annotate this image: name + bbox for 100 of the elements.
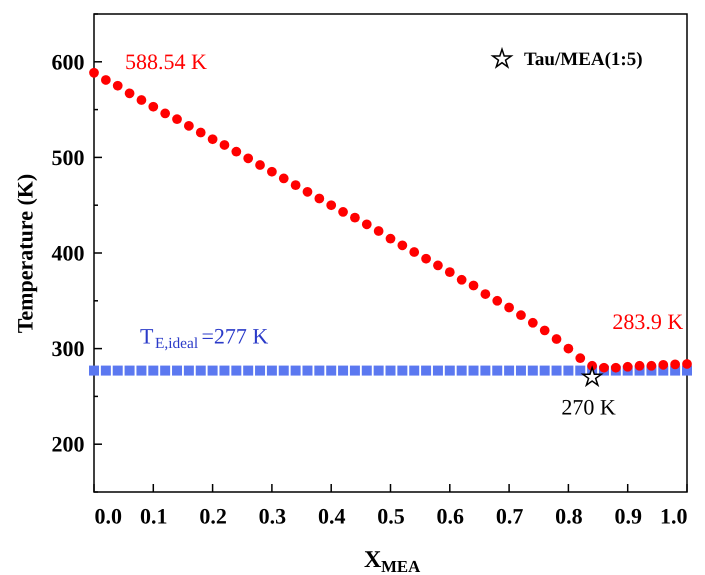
point <box>374 226 384 236</box>
point <box>575 353 586 364</box>
point <box>528 318 538 328</box>
point <box>112 80 123 91</box>
point <box>386 366 396 376</box>
point <box>682 359 692 369</box>
point <box>148 366 158 376</box>
x-tick-label: 0.0 <box>94 504 122 528</box>
point <box>290 180 300 190</box>
point <box>582 366 602 386</box>
point <box>552 334 562 344</box>
y-tick-label: 600 <box>52 49 84 74</box>
x-tick-label: 0.1 <box>140 504 168 528</box>
point <box>563 366 574 376</box>
point <box>397 366 408 376</box>
annotation: 588.54 K <box>125 48 207 74</box>
point <box>516 366 526 376</box>
point <box>468 366 479 376</box>
point <box>409 366 420 376</box>
point <box>172 366 182 376</box>
point <box>266 366 277 376</box>
point <box>516 310 526 320</box>
point <box>196 128 206 138</box>
point <box>421 366 432 376</box>
point <box>290 366 301 376</box>
point <box>492 366 502 376</box>
y-tick-label: 200 <box>52 432 84 457</box>
point <box>504 302 514 312</box>
point <box>350 366 360 376</box>
x-tick-label: 0.6 <box>436 504 464 528</box>
point <box>480 366 490 376</box>
point <box>219 366 230 376</box>
point <box>278 174 289 184</box>
y-tick-label: 400 <box>52 240 84 266</box>
point <box>196 366 206 376</box>
point <box>255 160 265 170</box>
annotation: 283.9 K <box>612 308 684 334</box>
point <box>160 366 170 376</box>
annotation: 270 K <box>561 394 616 420</box>
point <box>314 194 324 204</box>
point <box>89 366 99 376</box>
point <box>243 366 254 376</box>
point <box>172 114 182 124</box>
point <box>124 366 135 376</box>
point <box>397 240 408 250</box>
x-tick-label: 0.3 <box>258 504 286 528</box>
point <box>564 344 574 354</box>
point <box>599 362 609 373</box>
x-tick-label: 0.2 <box>199 504 227 528</box>
point <box>374 366 384 376</box>
point <box>480 289 490 299</box>
point <box>444 366 455 376</box>
x-tick-label: 0.7 <box>496 504 524 528</box>
point <box>634 360 644 371</box>
point <box>231 366 242 376</box>
x-tick-label: 0.9 <box>614 504 642 528</box>
point <box>504 366 514 376</box>
point <box>456 274 467 285</box>
point <box>386 234 396 244</box>
point <box>468 280 478 290</box>
x-tick-label: 1.0 <box>660 504 688 528</box>
point <box>670 360 680 370</box>
point <box>575 366 586 376</box>
point <box>220 140 230 150</box>
point <box>326 200 336 210</box>
point <box>278 366 289 376</box>
point <box>540 326 550 336</box>
point <box>208 366 218 376</box>
point <box>362 366 372 376</box>
point <box>421 254 431 264</box>
point <box>362 219 372 230</box>
point <box>338 207 348 217</box>
x-tick-label: 0.5 <box>377 504 405 528</box>
legend-label: Tau/MEA(1:5) <box>524 49 643 70</box>
point <box>184 366 194 376</box>
point <box>646 360 656 371</box>
point <box>100 75 111 85</box>
point <box>160 108 170 118</box>
point <box>540 366 550 376</box>
point <box>658 360 668 370</box>
point <box>100 366 111 376</box>
point <box>610 362 621 373</box>
point <box>326 366 336 376</box>
point <box>302 186 312 197</box>
point <box>338 366 348 376</box>
point <box>124 88 134 98</box>
x-tick-label: 0.4 <box>318 504 346 528</box>
y-tick-label: 300 <box>52 336 84 362</box>
point <box>456 366 467 376</box>
point <box>350 212 360 222</box>
point <box>255 366 266 376</box>
point <box>148 102 158 112</box>
x-tick-label: 0.8 <box>555 504 583 528</box>
point <box>622 362 633 372</box>
point <box>314 366 324 376</box>
y-tick-label: 500 <box>52 144 84 170</box>
point <box>433 260 443 270</box>
y-axis-title: Temperature (K) <box>12 174 38 334</box>
point <box>552 366 562 376</box>
point <box>231 146 242 157</box>
